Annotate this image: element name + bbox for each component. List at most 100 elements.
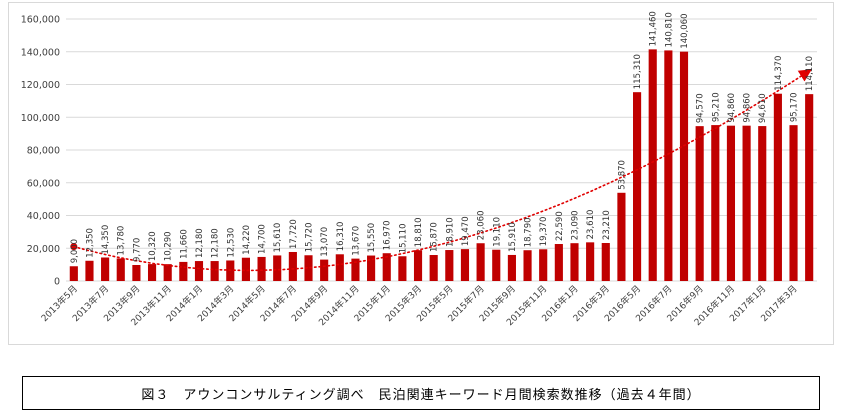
bar: [210, 261, 219, 281]
data-label: 12,180: [195, 228, 205, 258]
bar: [335, 254, 344, 281]
data-label: 14,220: [242, 225, 252, 255]
y-tick-label: 160,000: [21, 15, 60, 26]
bar: [273, 255, 282, 281]
y-axis-ticks: 0 20,000 40,000 60,000 80,000 100,000 120,000 1…: [21, 15, 60, 288]
chart-frame: 0 20,000 40,000 60,000 80,000 100,000 120,000 1…: [8, 2, 834, 345]
bar: [758, 126, 767, 281]
y-tick-label: 0: [54, 277, 60, 288]
data-label: 19,470: [461, 216, 471, 246]
data-label: 9,770: [132, 238, 142, 262]
bar: [679, 51, 689, 281]
data-label: 12,180: [211, 228, 221, 258]
trendline-start-marker: [70, 243, 78, 251]
bar: [413, 250, 423, 281]
data-label: 15,720: [305, 223, 315, 253]
bar: [147, 264, 157, 281]
data-label: 12,530: [226, 228, 236, 258]
bar: [101, 257, 110, 281]
bar: [805, 94, 814, 282]
data-label: 23,210: [602, 210, 612, 240]
y-tick-label: 40,000: [27, 211, 60, 222]
data-label: 94,570: [696, 93, 706, 123]
data-label: 13,780: [117, 226, 127, 256]
data-label: 94,860: [727, 93, 737, 123]
bar: [382, 253, 391, 281]
bar: [194, 261, 204, 281]
y-tick-label: 60,000: [27, 178, 60, 189]
bar: [617, 192, 626, 281]
data-label: 9,000: [70, 239, 80, 263]
data-label: 114,370: [774, 56, 784, 91]
bar: [773, 93, 782, 282]
data-label: 19,110: [492, 217, 502, 247]
data-label: 14,350: [101, 225, 111, 255]
data-label: 18,790: [524, 217, 534, 247]
bar: [320, 259, 329, 281]
data-label: 23,060: [477, 210, 487, 240]
x-axis-ticks: 2013年5月2013年7月2013年9月2013年11月2014年1月2014…: [38, 283, 799, 329]
trendline: [70, 69, 812, 272]
data-label: 95,170: [790, 92, 800, 122]
data-label: 115,310: [633, 54, 643, 89]
data-label: 18,910: [445, 217, 455, 247]
bar: [398, 256, 407, 281]
data-label: 94,860: [743, 93, 753, 123]
data-label: 13,070: [320, 227, 330, 257]
data-label: 14,700: [258, 224, 268, 254]
gridlines: [66, 18, 817, 282]
data-label: 17,720: [289, 219, 299, 249]
bar: [85, 260, 94, 281]
data-label: 140,810: [664, 12, 674, 47]
y-tick-label: 20,000: [27, 244, 60, 255]
bar: [554, 244, 563, 281]
bar: [367, 255, 376, 281]
bar: [507, 254, 516, 281]
data-label: 16,970: [383, 220, 393, 250]
bar: [288, 251, 297, 281]
bar: [539, 249, 548, 281]
y-tick-label: 100,000: [21, 113, 60, 124]
bar: [69, 266, 78, 281]
data-label: 53,870: [617, 160, 627, 190]
bar: [429, 255, 438, 281]
data-label: 15,110: [398, 224, 408, 254]
bar: [586, 242, 595, 281]
bar: [132, 265, 141, 281]
bar: [726, 125, 736, 281]
data-label: 11,660: [179, 229, 189, 259]
bar: [476, 243, 485, 281]
bar: [163, 264, 172, 281]
figure-caption: 図３ アウンコンサルティング調べ 民泊関連キーワード月間検索数推移（過去４年間）: [141, 387, 701, 403]
bar: [492, 249, 501, 281]
bar: [257, 256, 266, 281]
y-tick-label: 120,000: [21, 80, 60, 91]
bar: [116, 258, 125, 281]
data-label: 15,910: [508, 222, 518, 252]
data-label: 12,350: [85, 228, 95, 258]
bar: [711, 125, 720, 281]
bar: [633, 92, 642, 282]
bar: [179, 261, 188, 281]
data-label: 15,550: [367, 223, 377, 253]
data-label: 141,460: [649, 11, 659, 46]
bar: [523, 250, 532, 281]
data-label: 22,590: [555, 211, 565, 241]
bar: [570, 243, 579, 281]
bar: [304, 255, 313, 281]
bar: [789, 125, 798, 282]
data-label: 114,110: [805, 56, 815, 91]
bar: [695, 126, 704, 281]
data-label: 10,290: [164, 231, 174, 261]
data-label: 19,370: [539, 217, 549, 247]
bar: [460, 249, 470, 281]
bar-chart: 0 20,000 40,000 60,000 80,000 100,000 120,000 1…: [21, 11, 817, 329]
bar: [742, 125, 751, 281]
data-label: 18,810: [414, 217, 424, 247]
data-label: 10,320: [148, 231, 158, 261]
data-label: 94,610: [758, 93, 768, 123]
bar: [351, 258, 360, 281]
data-label: 23,610: [586, 210, 596, 240]
data-label: 23,090: [570, 210, 580, 240]
y-tick-label: 80,000: [27, 146, 60, 157]
